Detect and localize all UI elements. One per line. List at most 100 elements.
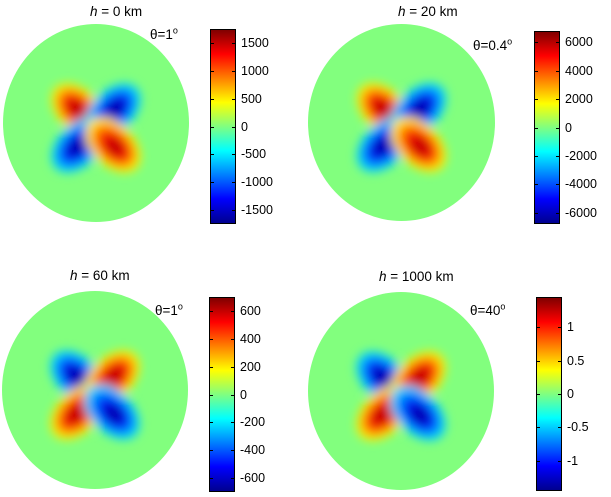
lobe-lower-left-positive xyxy=(374,407,390,423)
title-variable: h xyxy=(398,4,406,19)
colorbar-tick-label: -1500 xyxy=(241,203,273,217)
colorbar-tick-mark xyxy=(231,367,235,368)
colorbar-tick-mark xyxy=(534,42,538,43)
title-variable: h xyxy=(90,4,98,19)
colorbar-tick-mark xyxy=(534,213,538,214)
field-map-disk xyxy=(3,24,189,222)
theta-annotation: θ=1o xyxy=(155,301,183,318)
colorbar-tick-label: 6000 xyxy=(565,35,593,49)
colorbar-tick-mark xyxy=(534,99,538,100)
panel-h0: h = 0 km θ=1o 1500 1000 500 0 -500 -1000 -1500 xyxy=(0,0,305,248)
lobe-lower-left-negative xyxy=(69,139,85,155)
colorbar-tick-mark xyxy=(558,394,562,395)
colorbar-tick-mark xyxy=(536,361,540,362)
colorbar-tick-label: 0 xyxy=(565,121,572,135)
colorbar-tick-mark xyxy=(558,461,562,462)
colorbar-tick-mark xyxy=(231,478,235,479)
panel-h1000: h = 1000 km θ=40o 1 0.5 0 -0.5 -1 xyxy=(306,249,611,497)
colorbar-tick-label: 1000 xyxy=(241,64,269,78)
colorbar-tick-label: 600 xyxy=(240,304,261,318)
colorbar-tick-mark xyxy=(231,422,235,423)
field-map xyxy=(308,24,495,221)
colorbar-tick-label: 0 xyxy=(567,387,574,401)
title-value: = 0 km xyxy=(97,4,143,19)
colorbar-tick-mark xyxy=(232,43,236,44)
colorbar-tick-mark xyxy=(231,339,235,340)
colorbar-tick-label: -2000 xyxy=(565,149,597,163)
title-value: = 20 km xyxy=(405,4,458,19)
title-value: = 60 km xyxy=(77,268,130,283)
field-map xyxy=(308,292,494,490)
colorbar-tick-mark xyxy=(209,395,213,396)
lobe-group xyxy=(356,351,446,441)
colorbar-tick-mark xyxy=(210,99,214,100)
lobe-upper-right-positive xyxy=(412,369,428,385)
colorbar xyxy=(209,297,235,492)
lobe-upper-right-negative xyxy=(412,100,429,117)
colorbar-tick-mark xyxy=(534,156,538,157)
field-map xyxy=(3,24,189,222)
lobe-lower-left-positive xyxy=(68,406,84,422)
colorbar xyxy=(210,29,236,224)
colorbar-tick-mark xyxy=(536,327,540,328)
field-map-disk xyxy=(2,291,188,489)
colorbar-tick-mark xyxy=(210,127,214,128)
colorbar-tick-mark xyxy=(556,213,560,214)
colorbar-tick-mark xyxy=(536,427,540,428)
colorbar-tick-label: 1500 xyxy=(241,36,269,50)
colorbar-tick-mark xyxy=(232,71,236,72)
colorbar-tick-mark xyxy=(232,182,236,183)
colorbar-tick-mark xyxy=(209,367,213,368)
colorbar-tick-mark xyxy=(209,339,213,340)
colorbar-tick-mark xyxy=(232,210,236,211)
colorbar-tick-mark xyxy=(210,71,214,72)
field-map-disk xyxy=(308,292,494,490)
colorbar-tick-mark xyxy=(210,182,214,183)
colorbar-tick-label: -600 xyxy=(240,471,266,485)
colorbar-tick-label: -0.5 xyxy=(567,420,589,434)
panel-h20: h = 20 km θ=0.4o 6000 4000 2000 0 -2000 -4000… xyxy=(306,0,611,248)
colorbar-tick-mark xyxy=(231,311,235,312)
colorbar-tick-label: -200 xyxy=(240,415,266,429)
colorbar-tick-label: 0.5 xyxy=(567,354,585,368)
colorbar-tick-mark xyxy=(556,99,560,100)
lobe-lower-right-positive xyxy=(107,139,123,155)
field-map-disk xyxy=(308,24,495,221)
colorbar-tick-mark xyxy=(536,461,540,462)
colorbar xyxy=(534,31,560,224)
colorbar-tick-mark xyxy=(536,394,540,395)
panel-title: h = 0 km xyxy=(90,4,142,19)
colorbar-tick-label: 500 xyxy=(241,92,262,106)
colorbar-tick-mark xyxy=(558,427,562,428)
colorbar-tick-mark xyxy=(231,450,235,451)
lobe-lower-left-negative xyxy=(374,138,391,155)
theta-annotation: θ=40o xyxy=(470,301,506,318)
colorbar-tick-label: 400 xyxy=(240,332,261,346)
theta-annotation: θ=0.4o xyxy=(473,36,513,53)
colorbar-tick-label: 200 xyxy=(240,360,261,374)
colorbar-tick-mark xyxy=(209,450,213,451)
lobe-group xyxy=(51,83,141,173)
colorbar-tick-mark xyxy=(210,210,214,211)
lobe-lower-right-negative xyxy=(412,407,428,423)
colorbar-tick-label: -6000 xyxy=(565,206,597,220)
lobe-upper-left-negative xyxy=(68,368,84,384)
colorbar-tick-mark xyxy=(556,71,560,72)
colorbar-tick-label: 1 xyxy=(567,320,574,334)
colorbar-tick-label: -400 xyxy=(240,443,266,457)
lobe-lower-right-negative xyxy=(106,406,122,422)
colorbar-tick-mark xyxy=(558,327,562,328)
lobe-upper-left-negative xyxy=(374,369,390,385)
colorbar-tick-mark xyxy=(556,184,560,185)
colorbar-tick-mark xyxy=(556,156,560,157)
colorbar-tick-mark xyxy=(556,128,560,129)
colorbar-tick-label: -1 xyxy=(567,454,579,468)
panel-title: h = 20 km xyxy=(398,4,458,19)
title-variable: h xyxy=(70,268,78,283)
colorbar-tick-mark xyxy=(232,127,236,128)
colorbar-tick-label: -500 xyxy=(241,147,267,161)
colorbar-tick-label: 4000 xyxy=(565,64,593,78)
colorbar-tick-mark xyxy=(534,128,538,129)
colorbar-tick-mark xyxy=(210,43,214,44)
colorbar-tick-mark xyxy=(231,395,235,396)
